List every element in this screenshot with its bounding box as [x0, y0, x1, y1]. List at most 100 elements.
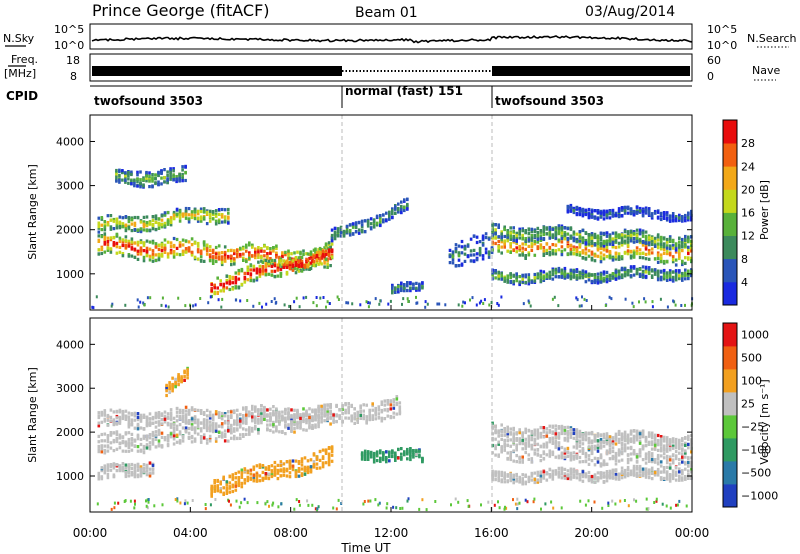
- echo-cell: [270, 269, 274, 273]
- echo-cell: [659, 235, 663, 239]
- echo-cell: [163, 168, 166, 172]
- echo-cell: [133, 439, 137, 443]
- echo-cell: [668, 235, 672, 239]
- echo-cell: [632, 449, 636, 453]
- echo-cell: [121, 238, 125, 242]
- echo-cell: [311, 426, 314, 430]
- echo-cell: [372, 221, 376, 226]
- echo-cell: [211, 248, 215, 252]
- echo-cell: [181, 165, 184, 169]
- echo-cell: [351, 302, 354, 306]
- echo-cell: [245, 406, 248, 410]
- echo-cell: [665, 237, 669, 242]
- echo-cell: [611, 231, 615, 235]
- echo-cell: [139, 170, 142, 174]
- echo-cell: [251, 254, 254, 258]
- echo-cell: [590, 232, 594, 236]
- echo-cell: [163, 420, 167, 424]
- echo-cell: [154, 420, 158, 424]
- echo-cell: [632, 249, 636, 253]
- echo-cell: [190, 406, 194, 410]
- echo-cell: [575, 253, 579, 257]
- echo-cell: [644, 210, 648, 214]
- echo-cell: [614, 451, 618, 456]
- echo-cell: [196, 244, 200, 248]
- echo-cell: [503, 448, 506, 452]
- echo-cell: [590, 258, 594, 262]
- echo-cell: [287, 426, 290, 430]
- echo-cell: [293, 408, 296, 412]
- echo-cell: [687, 213, 690, 217]
- colorbar-segment: [723, 258, 737, 283]
- echo-cell: [653, 244, 657, 248]
- echo-cell: [172, 431, 176, 435]
- echo-cell: [317, 409, 320, 413]
- echo-cell: [294, 263, 298, 267]
- echo-cell: [590, 212, 594, 217]
- echo-cell: [412, 282, 415, 286]
- echo-cell: [127, 220, 131, 224]
- echo-cell: [175, 177, 178, 181]
- echo-cell: [139, 470, 143, 474]
- echo-cell: [403, 208, 406, 213]
- echo-cell: [106, 436, 110, 440]
- echo-cell: [300, 472, 304, 476]
- echo-cell: [406, 297, 409, 301]
- echo-cell: [617, 448, 621, 452]
- colorbar-segment: [723, 212, 737, 236]
- echo-cell: [545, 227, 549, 231]
- echo-cell: [548, 231, 552, 235]
- echo-cell: [357, 221, 361, 225]
- echo-cell: [684, 242, 687, 246]
- echo-cell: [302, 263, 305, 267]
- echo-cell: [211, 210, 215, 214]
- echo-cell: [631, 301, 634, 305]
- echo-cell: [298, 305, 301, 309]
- echo-cell: [575, 268, 579, 272]
- echo-cell: [311, 410, 314, 414]
- echo-cell: [330, 255, 334, 259]
- echo-cell: [491, 274, 494, 278]
- echo-cell: [374, 406, 377, 411]
- echo-cell: [545, 453, 549, 457]
- echo-cell: [118, 215, 122, 219]
- echo-cell: [494, 437, 497, 441]
- echo-cell: [333, 232, 337, 236]
- echo-cell: [199, 437, 203, 441]
- echo-cell: [205, 438, 209, 442]
- echo-cell: [245, 259, 248, 263]
- echo-cell: [557, 454, 561, 458]
- echo-cell: [674, 272, 678, 276]
- echo-cell: [300, 262, 304, 266]
- echo-cell: [214, 412, 218, 416]
- echo-cell: [220, 431, 224, 435]
- echo-cell: [497, 454, 500, 458]
- echo-cell: [444, 303, 447, 307]
- echo-cell: [572, 230, 576, 234]
- echo-cell: [303, 263, 307, 267]
- echo-cell: [368, 408, 371, 412]
- echo-cell: [272, 249, 275, 253]
- freq-bar-3: [492, 66, 690, 76]
- echo-cell: [243, 271, 247, 275]
- echo-cell: [611, 244, 615, 248]
- echo-cell: [279, 464, 283, 468]
- echo-cell: [223, 414, 227, 418]
- echo-cell: [491, 242, 494, 246]
- echo-cell: [181, 249, 185, 253]
- echo-cell: [398, 405, 402, 409]
- echo-cell: [641, 231, 645, 235]
- echo-cell: [362, 416, 365, 420]
- nsky-frame: [89, 23, 693, 50]
- echo-cell: [451, 250, 455, 254]
- nsearch-tick-bottom: 10^0: [707, 39, 737, 52]
- echo-cell: [151, 241, 155, 245]
- echo-cell: [329, 264, 332, 268]
- echo-cell: [593, 209, 597, 213]
- echo-cell: [353, 407, 356, 411]
- echo-cell: [139, 419, 143, 423]
- echo-cell: [584, 212, 588, 217]
- echo-cell: [521, 250, 524, 254]
- echo-cell: [542, 237, 546, 241]
- echo-cell: [297, 469, 301, 473]
